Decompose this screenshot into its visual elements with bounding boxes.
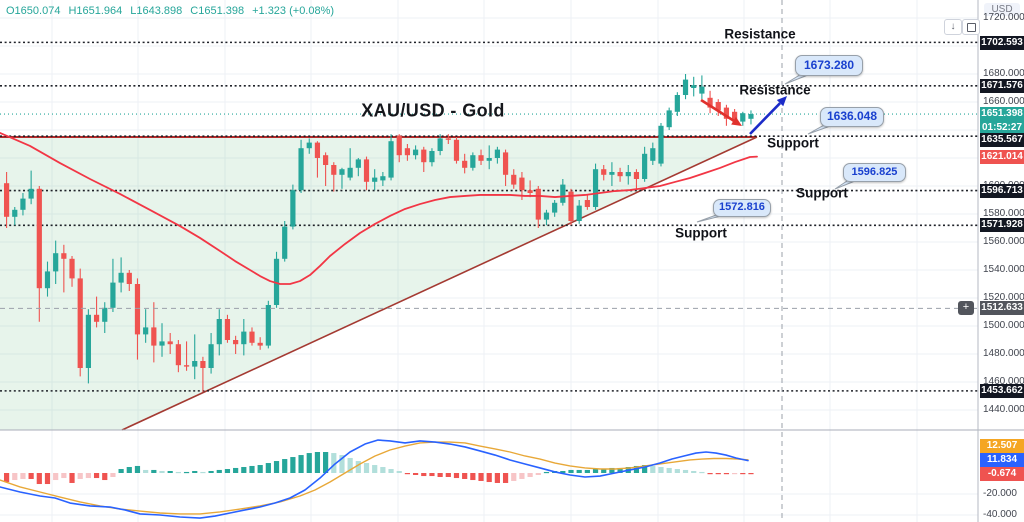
bullish-arrow[interactable] <box>749 96 787 135</box>
maximize-icon <box>966 23 976 32</box>
bearish-arrow[interactable] <box>700 98 742 126</box>
grid-lines <box>0 0 978 522</box>
resistance-label-mid[interactable]: Resistance <box>739 82 811 98</box>
support-label-lower[interactable]: Support <box>675 225 727 241</box>
ohlc-readout: O1650.074 H1651.964 L1643.898 C1651.398 +1.3… <box>6 5 342 17</box>
change-value: +1.323 (+0.08%) <box>252 5 335 17</box>
chart-title: XAU/USD - Gold <box>361 100 505 121</box>
add-alert-plus-button[interactable]: + <box>958 301 974 315</box>
download-button[interactable]: ↓ <box>944 19 962 35</box>
price-callout-1596[interactable]: 1596.825 <box>843 163 906 182</box>
resistance-label-top[interactable]: Resistance <box>724 26 796 42</box>
price-callout-1636[interactable]: 1636.048 <box>820 107 884 127</box>
candlestick-series <box>3 74 754 392</box>
moving-average-line[interactable] <box>0 132 758 285</box>
download-icon: ↓ <box>950 21 956 32</box>
high-value: H1651.964 <box>68 5 123 17</box>
currency-label: USD <box>984 3 1020 16</box>
maximize-button[interactable] <box>962 19 980 35</box>
support-label-upper[interactable]: Support <box>767 135 819 151</box>
price-callout-1572[interactable]: 1572.816 <box>713 199 771 217</box>
macd-signal-line <box>0 441 749 515</box>
crosshair <box>0 0 978 522</box>
open-value: O1650.074 <box>6 5 61 17</box>
price-callout-1673[interactable]: 1673.280 <box>795 55 863 76</box>
support-label-mid[interactable]: Support <box>796 185 848 201</box>
support-resistance-lines[interactable] <box>0 41 978 392</box>
close-value: C1651.398 <box>190 5 245 17</box>
macd-line <box>0 439 749 519</box>
macd-histogram <box>3 452 754 485</box>
low-value: L1643.898 <box>130 5 183 17</box>
